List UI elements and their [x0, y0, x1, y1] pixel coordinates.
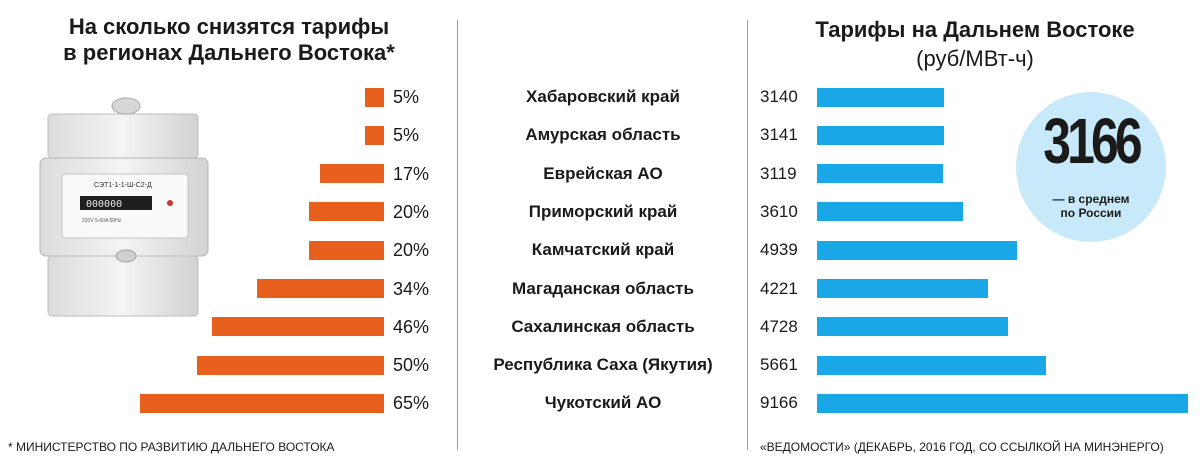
tariff-bar — [817, 240, 1017, 260]
meter-display — [80, 196, 152, 210]
russia-average-label: — в среднем по России — [1016, 192, 1166, 220]
reduction-bar — [320, 164, 384, 184]
russia-average-circle — [1016, 92, 1166, 242]
reduction-bar — [256, 279, 384, 298]
region-name: Чукотский АО — [544, 393, 662, 413]
region-name: Сахалинская область — [511, 316, 695, 336]
footnote-left: * МИНИСТЕРСТВО ПО РАЗВИТИЮ ДАЛЬНЕГО ВОСТ… — [8, 440, 335, 454]
tariff-bar — [817, 279, 988, 298]
region-name: Камчатский край — [531, 240, 675, 260]
region-name: Амурская область — [525, 125, 681, 145]
reduction-bar — [196, 355, 384, 375]
reduction-label: 20% — [393, 240, 430, 261]
reduction-bar — [140, 393, 384, 413]
reduction-bar — [365, 125, 384, 145]
region-name: Магаданская область — [512, 278, 694, 298]
meter-model-text: СЭТ1-1-1-Ш-С2-Д — [94, 182, 152, 189]
tariff-bar — [817, 87, 945, 107]
tariff-label: 4939 — [760, 240, 798, 260]
right-chart-subtitle: (руб/МВт-ч) — [916, 46, 1034, 71]
tariff-label: 9166 — [760, 393, 798, 413]
tariff-label: 3141 — [760, 125, 798, 145]
russia-average-label-line-2: по России — [1060, 206, 1122, 220]
footnote-right: «ВЕДОМОСТИ» (ДЕКАБРЬ, 2016 ГОД, СО ССЫЛК… — [760, 440, 1164, 454]
tariff-bar — [817, 164, 944, 184]
reduction-label: 5% — [393, 87, 420, 107]
meter-specs-text: 220V 5-60A 50Hz — [82, 218, 122, 224]
left-chart-title: На сколько снизятся тарифы в регионах Да… — [0, 14, 458, 66]
tariff-label: 3610 — [760, 201, 798, 221]
tariff-bar — [817, 393, 1188, 413]
reduction-label: 34% — [393, 278, 430, 299]
russia-average-value: 3166 — [1043, 105, 1142, 177]
divider-right — [747, 20, 748, 450]
region-name: Хабаровский край — [526, 87, 680, 106]
reduction-label: 65% — [393, 393, 430, 414]
meter-bottom-block — [47, 255, 199, 317]
region-name: Еврейская АО — [543, 163, 663, 183]
reduction-bar — [365, 87, 384, 107]
meter-reading-text: 000000 — [86, 199, 122, 210]
left-title-line-1: На сколько снизятся тарифы — [68, 14, 390, 39]
reduction-label: 5% — [393, 125, 420, 146]
reduction-bar — [309, 240, 384, 260]
reduction-label: 46% — [393, 316, 430, 337]
russia-average-label-line-1: — в среднем — [1052, 192, 1130, 206]
divider-left — [457, 20, 458, 450]
electricity-meter-image: СЭТ1-1-1-Ш-С2-Д 000000 220V 5-60A 50Hz — [39, 97, 209, 317]
reduction-label: 17% — [393, 163, 430, 184]
tariff-label: 5661 — [760, 355, 798, 375]
meter-top-block — [47, 113, 199, 159]
reduction-label: 50% — [393, 355, 430, 376]
tariff-label: 4221 — [760, 278, 798, 298]
right-chart-title: Тарифы на Дальнем Востоке — [815, 17, 1135, 42]
tariff-label: 4728 — [760, 316, 798, 336]
left-title-line-2: в регионах Дальнего Востока* — [63, 40, 395, 65]
region-name: Республика Саха (Якутия) — [493, 355, 713, 375]
meter-bottom-screw — [115, 249, 137, 263]
tariff-bar — [817, 355, 1047, 375]
tariff-bar — [817, 202, 964, 222]
tariff-label: 3140 — [760, 87, 798, 106]
reduction-bar — [309, 202, 384, 222]
meter-top-screw — [111, 97, 141, 115]
tariff-label: 3119 — [760, 163, 797, 183]
tariff-bar — [817, 125, 945, 145]
meter-led — [167, 200, 173, 206]
reduction-bar — [211, 317, 384, 337]
reduction-label: 20% — [393, 201, 430, 222]
region-name: Приморский край — [528, 201, 678, 221]
tariff-bar — [817, 317, 1009, 337]
